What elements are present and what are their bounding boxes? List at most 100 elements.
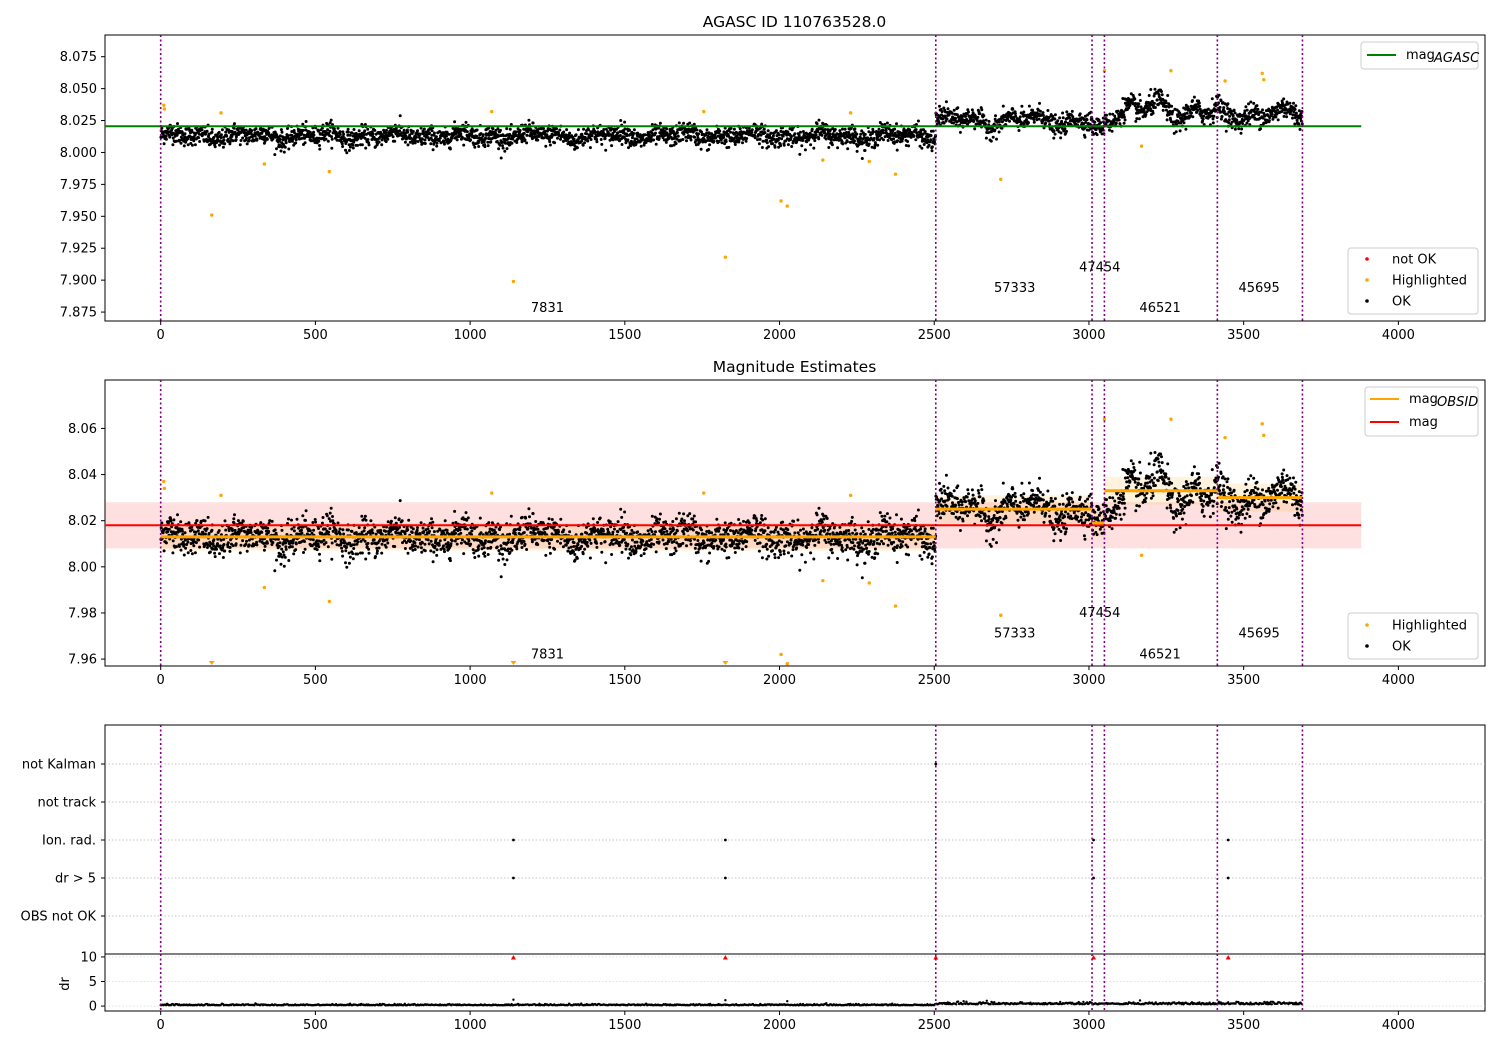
panel2-ok-point: [322, 516, 325, 519]
panel1-ok-point: [1247, 102, 1250, 105]
panel2-ok-point: [170, 520, 173, 523]
panel1-xtick-label: 3000: [1072, 328, 1105, 343]
panel1-obsid-label: 7831: [531, 301, 564, 316]
panel2-ok-point: [327, 545, 330, 548]
panel1-ok-point: [677, 135, 680, 138]
panel1-ok-point: [489, 140, 492, 143]
panel1-ok-point: [220, 136, 223, 139]
panel1-ok-point: [932, 130, 935, 133]
panel2-ok-point: [187, 551, 190, 554]
panel1-ok-point: [352, 147, 355, 150]
panel1-ok-point: [568, 132, 571, 135]
panel1-ok-point: [1099, 121, 1102, 124]
panel1-ok-point: [549, 144, 552, 147]
panel1-ok-point: [853, 139, 856, 142]
panel1-ok-point: [745, 140, 748, 143]
panel1-ok-point: [895, 122, 898, 125]
panel1-ok-point: [814, 136, 817, 139]
panel1-ok-point: [477, 145, 480, 148]
panel1-ok-point: [1294, 104, 1297, 107]
panel2-ok-point: [287, 518, 290, 521]
panel2-ok-point: [407, 552, 410, 555]
panel1-ok-point: [654, 132, 657, 135]
panel1-ok-point: [730, 127, 733, 130]
panel1-ok-point: [1244, 105, 1247, 108]
panel2-ok-point: [304, 548, 307, 551]
panel2-ok-point: [381, 543, 384, 546]
panel1-ok-point: [1293, 123, 1296, 126]
panel2-ok-point: [432, 551, 435, 554]
panel1-ok-point: [165, 138, 168, 141]
panel2-ok-point: [348, 562, 351, 565]
panel2-ok-point: [233, 522, 236, 525]
panel2-ok-point: [483, 546, 486, 549]
panel1-ok-point: [775, 129, 778, 132]
panel1-ok-point: [873, 137, 876, 140]
panel2-ok-point: [414, 545, 417, 548]
panel1-ok-point: [695, 129, 698, 132]
panel1-ok-point: [739, 127, 742, 130]
panel1-ok-point: [183, 144, 186, 147]
panel1-ok-point: [168, 136, 171, 139]
panel1-ok-point: [255, 127, 258, 130]
panel1-ok-point: [707, 148, 710, 151]
panel1-ok-point: [589, 146, 592, 149]
panel2-ok-point: [487, 553, 490, 556]
panel2-ok-point: [271, 541, 274, 544]
panel2-ok-point: [318, 553, 321, 556]
panel2-ok-point: [341, 550, 344, 553]
panel1-ok-point: [266, 138, 269, 141]
panel1-ok-point: [524, 139, 527, 142]
panel2-ok-point: [562, 545, 565, 548]
panel1-highlighted-point: [702, 110, 705, 113]
panel2-ok-point: [532, 512, 535, 515]
panel2-ok-point: [404, 547, 407, 550]
panel2-ok-point: [460, 542, 463, 545]
panel2-ok-point: [195, 541, 198, 544]
panel1-ok-point: [1234, 128, 1237, 131]
panel2-ok-point: [249, 529, 252, 532]
panel2-ok-point: [237, 519, 240, 522]
panel1-ok-point: [772, 134, 775, 137]
panel2-ok-point: [207, 516, 210, 519]
panel1-xtick-label: 0: [157, 328, 165, 343]
panel1-ok-point: [600, 138, 603, 141]
panel1-ok-point: [953, 109, 956, 112]
panel2-ok-point: [300, 532, 303, 535]
panel1-ok-point: [1054, 113, 1057, 116]
panel1-ok-point: [225, 135, 228, 138]
panel1-ok-point: [1191, 115, 1194, 118]
panel1-ok-point: [1044, 121, 1047, 124]
panel1-ok-point: [347, 131, 350, 134]
panel2-ok-point: [321, 522, 324, 525]
panel2-ok-point: [224, 529, 227, 532]
agasc-magnitude-panel: AGASC ID 110763528.0 7831573334745446521…: [60, 13, 1485, 343]
panel1-ok-point: [591, 134, 594, 137]
panel2-ok-point: [363, 529, 366, 532]
panel2-ok-point: [375, 533, 378, 536]
panel1-ok-point: [623, 121, 626, 124]
panel2-ok-point: [459, 532, 462, 535]
panel2-ok-point: [462, 552, 465, 555]
panel2-ok-point: [294, 548, 297, 551]
panel2-ok-point: [411, 531, 414, 534]
panel1-highlighted-point: [1140, 144, 1143, 147]
panel1-ok-point: [1042, 114, 1045, 117]
panel1-ok-point: [1033, 121, 1036, 124]
panel2-ok-point: [459, 528, 462, 531]
panel1-ok-point: [1123, 116, 1126, 119]
panel1-ok-point: [542, 127, 545, 130]
panel2-ok-point: [331, 542, 334, 545]
panel1-ok-point: [1295, 112, 1298, 115]
panel1-ok-point: [448, 133, 451, 136]
panel2-ok-point: [360, 515, 363, 518]
panel1-ok-point: [1199, 108, 1202, 111]
panel2-ok-point: [222, 556, 225, 559]
panel1-ok-point: [385, 129, 388, 132]
panel1-ok-point: [767, 145, 770, 148]
panel2-ok-point: [429, 549, 432, 552]
panel2-ok-point: [393, 545, 396, 548]
panel2-ok-point: [428, 530, 431, 533]
panel2-ok-point: [450, 542, 453, 545]
panel2-ok-point: [527, 507, 530, 510]
